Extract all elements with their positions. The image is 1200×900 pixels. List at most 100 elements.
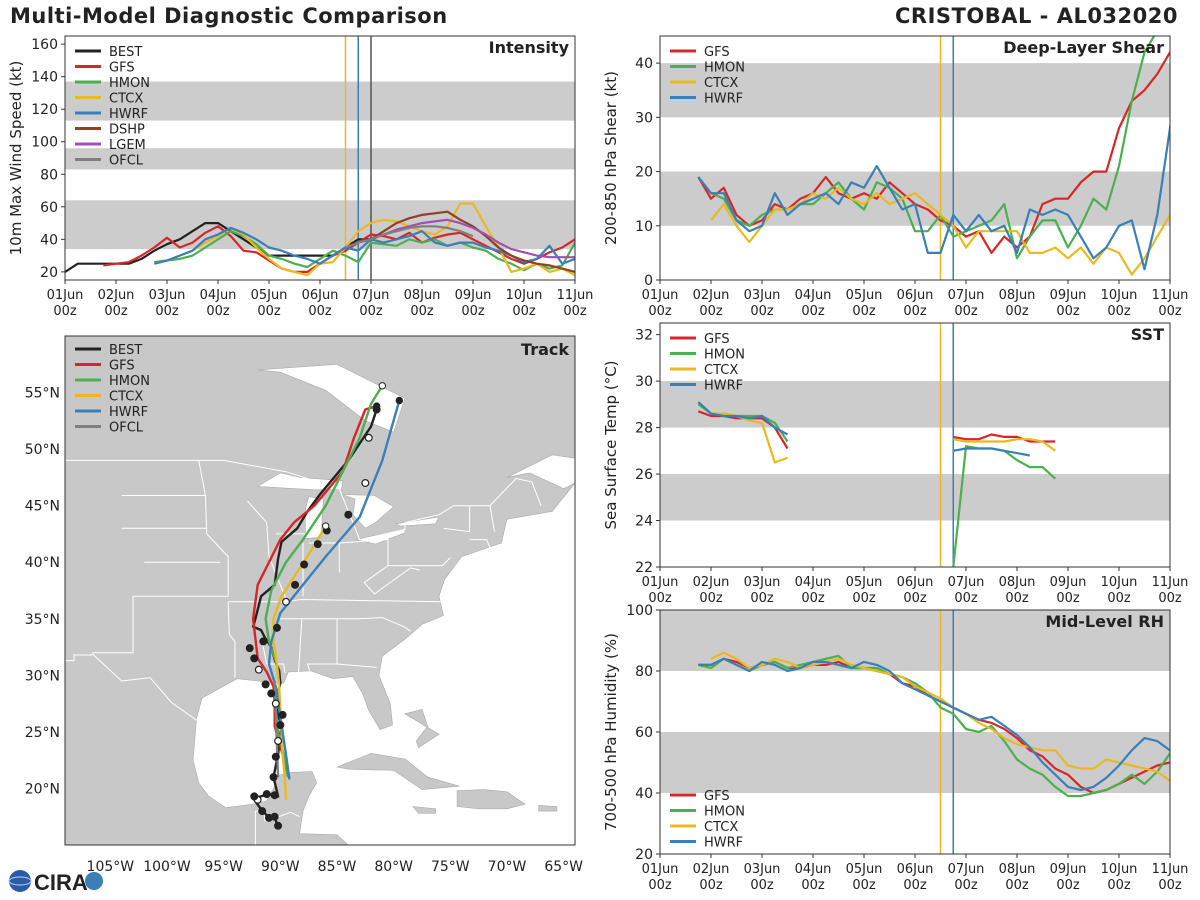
best-track-marker bbox=[272, 623, 281, 632]
border-line bbox=[228, 598, 442, 603]
legend-label: HWRF bbox=[704, 92, 743, 107]
legend-label: HWRF bbox=[704, 379, 743, 394]
series-hwrf bbox=[154, 226, 575, 265]
x-tick-label-hour: 00z bbox=[648, 878, 672, 893]
x-tick-label-hour: 00z bbox=[1158, 591, 1182, 606]
best-track-marker bbox=[270, 791, 279, 800]
island bbox=[404, 708, 440, 749]
legend-label: CTCX bbox=[704, 76, 738, 91]
legend-label: CTCX bbox=[109, 92, 143, 107]
border-line bbox=[65, 459, 542, 541]
lat-label: 55°N bbox=[25, 386, 60, 402]
x-tick-label-day: 07Jun bbox=[353, 288, 390, 303]
y-tick-label: 40 bbox=[635, 56, 653, 72]
best-track-marker bbox=[300, 560, 309, 569]
legend-label: GFS bbox=[109, 61, 135, 76]
x-tick-label-day: 01Jun bbox=[642, 575, 679, 590]
x-tick-label-day: 07Jun bbox=[948, 288, 985, 303]
x-tick-label-hour: 00z bbox=[954, 878, 978, 893]
y-tick-label: 140 bbox=[31, 70, 58, 86]
x-tick-label-day: 11Jun bbox=[1152, 862, 1189, 877]
legend-label: GFS bbox=[109, 359, 135, 374]
legend-label: DSHP bbox=[109, 123, 145, 138]
best-track-marker bbox=[262, 790, 271, 799]
x-tick-label-hour: 00z bbox=[648, 304, 672, 319]
lon-label: 85°W bbox=[318, 859, 357, 875]
shade-band bbox=[660, 610, 1170, 671]
x-tick-label-day: 02Jun bbox=[693, 288, 730, 303]
x-tick-label-day: 10Jun bbox=[1101, 862, 1138, 877]
best-track-marker bbox=[313, 540, 322, 549]
legend-label: OFCL bbox=[109, 154, 144, 169]
x-tick-label-day: 11Jun bbox=[1152, 575, 1189, 590]
x-tick-label-day: 02Jun bbox=[693, 575, 730, 590]
y-tick-label: 20 bbox=[40, 265, 58, 281]
x-tick-label-hour: 00z bbox=[53, 304, 77, 319]
shade-band bbox=[660, 63, 1170, 118]
x-tick-label-hour: 00z bbox=[1158, 878, 1182, 893]
best-track-marker bbox=[271, 752, 280, 761]
x-tick-label-hour: 00z bbox=[903, 591, 927, 606]
border-line bbox=[227, 601, 236, 678]
legend-label: HMON bbox=[704, 348, 745, 363]
x-tick-label-hour: 00z bbox=[1107, 878, 1131, 893]
x-tick-label-day: 03Jun bbox=[744, 575, 781, 590]
logo-text: CIRA bbox=[34, 870, 88, 895]
y-tick-label: 120 bbox=[31, 102, 58, 118]
border-line bbox=[198, 460, 229, 597]
rh-panel: 2040608010001Jun00z02Jun00z03Jun00z04Jun… bbox=[602, 603, 1189, 893]
track-panel: 105°W 100°W 95°W 90°W 85°W 80°W 75°W 70°W 65°W 20… bbox=[25, 335, 583, 875]
lon-label: 65°W bbox=[544, 859, 583, 875]
y-tick-label: 22 bbox=[635, 560, 653, 576]
x-tick-label-hour: 00z bbox=[563, 304, 587, 319]
logo-globe-icon bbox=[9, 870, 31, 892]
border-line bbox=[443, 505, 471, 533]
y-axis-label: Sea Surface Temp (°C) bbox=[602, 360, 620, 529]
x-tick-label-day: 09Jun bbox=[1050, 288, 1087, 303]
legend-label: CTCX bbox=[704, 820, 738, 835]
lat-label: 40°N bbox=[25, 555, 60, 571]
island bbox=[335, 753, 460, 790]
lat-label: 30°N bbox=[25, 668, 60, 684]
y-tick-label: 10 bbox=[635, 219, 653, 235]
best-track-marker bbox=[344, 510, 353, 519]
legend-label: HWRF bbox=[109, 107, 148, 122]
x-tick-label-hour: 00z bbox=[308, 304, 332, 319]
x-tick-label-day: 01Jun bbox=[642, 862, 679, 877]
x-tick-label-day: 09Jun bbox=[455, 288, 492, 303]
x-tick-label-day: 02Jun bbox=[98, 288, 135, 303]
x-tick-label-day: 09Jun bbox=[1050, 575, 1087, 590]
x-tick-label-day: 03Jun bbox=[744, 862, 781, 877]
x-tick-label-day: 08Jun bbox=[999, 575, 1036, 590]
border-line bbox=[280, 617, 411, 632]
y-tick-label: 26 bbox=[635, 467, 653, 483]
border-line bbox=[247, 500, 268, 523]
best-track-marker bbox=[274, 821, 283, 830]
x-tick-label-hour: 00z bbox=[257, 304, 281, 319]
x-tick-label-day: 06Jun bbox=[897, 288, 934, 303]
legend-label: GFS bbox=[704, 789, 730, 804]
x-tick-label-hour: 00z bbox=[750, 304, 774, 319]
panel-title: Track bbox=[521, 340, 569, 359]
border-line bbox=[290, 811, 300, 818]
panel-title: Deep-Layer Shear bbox=[1003, 38, 1164, 57]
best-track-marker bbox=[364, 433, 373, 442]
x-tick-label-hour: 00z bbox=[1056, 304, 1080, 319]
legend-label: GFS bbox=[704, 45, 730, 60]
x-tick-label-hour: 00z bbox=[852, 878, 876, 893]
series-hwrf bbox=[697, 120, 1170, 271]
x-tick-label-day: 08Jun bbox=[999, 288, 1036, 303]
y-tick-label: 60 bbox=[635, 725, 653, 741]
x-tick-label-day: 04Jun bbox=[795, 862, 832, 877]
track-end-marker bbox=[321, 522, 330, 530]
x-tick-label-hour: 00z bbox=[512, 304, 536, 319]
legend-label: HMON bbox=[109, 76, 150, 91]
series-gfs bbox=[103, 225, 575, 273]
island bbox=[538, 805, 558, 812]
y-tick-label: 100 bbox=[31, 135, 58, 151]
x-tick-label-hour: 00z bbox=[1056, 591, 1080, 606]
x-tick-label-day: 05Jun bbox=[846, 288, 883, 303]
x-tick-label-day: 09Jun bbox=[1050, 862, 1087, 877]
